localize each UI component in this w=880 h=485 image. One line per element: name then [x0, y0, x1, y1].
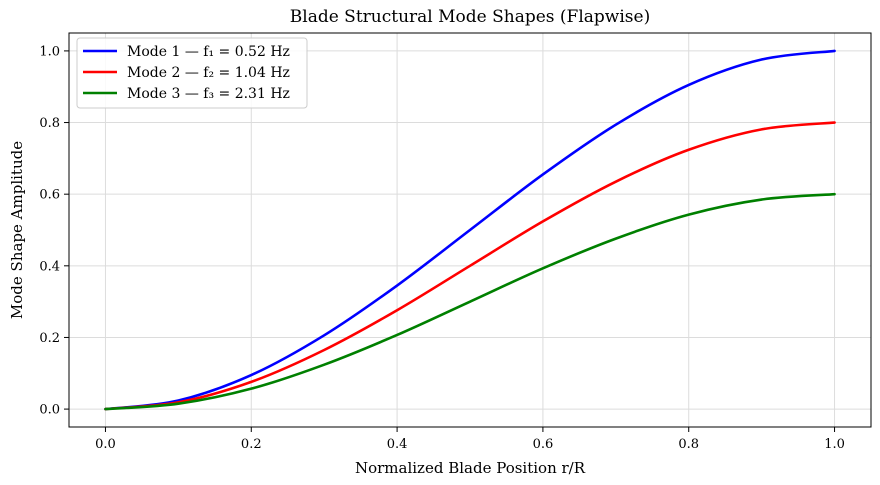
- x-axis: 0.0 0.2 0.4 0.6 0.8 1.0: [95, 427, 845, 452]
- legend: Mode 1 — f₁ = 0.52 Hz Mode 2 — f₂ = 1.04 …: [76, 37, 308, 109]
- legend-label: Mode 3 — f₃ = 2.31 Hz: [127, 86, 290, 102]
- y-tick-label: 1.0: [39, 44, 60, 59]
- legend-label: Mode 1 — f₁ = 0.52 Hz: [127, 44, 290, 60]
- x-tick-label: 0.6: [533, 437, 554, 452]
- x-tick-label: 0.4: [387, 437, 408, 452]
- y-tick-label: 0.2: [39, 331, 60, 346]
- plot-frame: [68, 32, 872, 428]
- y-tick-label: 0.4: [39, 259, 60, 274]
- x-tick-label: 0.8: [678, 437, 699, 452]
- y-axis-label: Mode Shape Amplitude: [8, 141, 26, 319]
- x-tick-label: 0.0: [95, 437, 116, 452]
- series-line-mode-1: [104, 49, 836, 411]
- y-tick-label: 0.6: [39, 188, 60, 203]
- series-line-mode-2: [104, 121, 836, 411]
- y-axis: 0.0 0.2 0.4 0.6 0.8 1.0: [39, 44, 69, 418]
- y-tick-label: 0.8: [39, 116, 60, 131]
- legend-box: [76, 37, 308, 109]
- series-lines: [104, 49, 836, 411]
- x-axis-label: Normalized Blade Position r/R: [355, 459, 586, 477]
- series-line-mode-3: [104, 192, 836, 411]
- x-tick-label: 1.0: [824, 437, 845, 452]
- x-tick-label: 0.2: [241, 437, 262, 452]
- legend-label: Mode 2 — f₂ = 1.04 Hz: [127, 65, 290, 81]
- y-tick-label: 0.0: [39, 403, 60, 418]
- chart-title: Blade Structural Mode Shapes (Flapwise): [290, 7, 650, 27]
